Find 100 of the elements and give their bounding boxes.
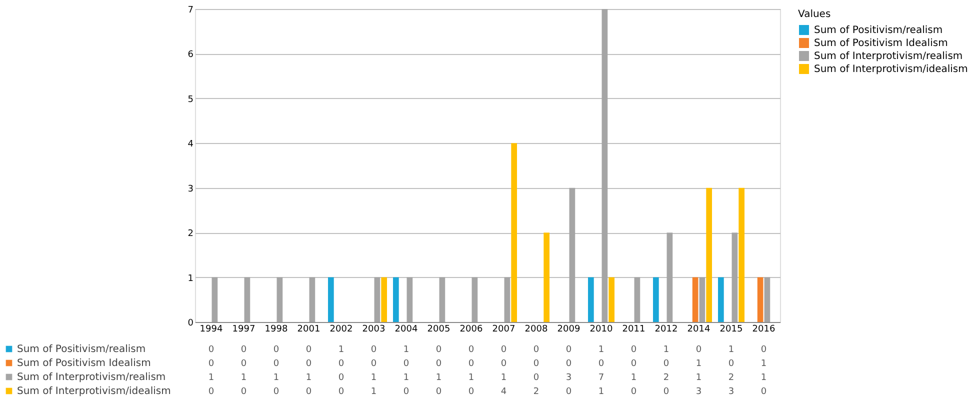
data-label: 0 [240, 387, 247, 397]
x-tick-label: 2004 [394, 324, 418, 334]
data-label: 1 [663, 345, 670, 355]
data-label: 1 [598, 345, 604, 355]
bar [569, 188, 576, 322]
data-label: 1 [696, 359, 702, 369]
data-label: 1 [306, 373, 312, 383]
x-tick-label: 1998 [264, 324, 288, 334]
bar [608, 277, 614, 322]
data-label: 0 [630, 359, 637, 369]
y-tick-label: 6 [188, 50, 194, 60]
data-label: 7 [598, 373, 604, 383]
y-tick-label: 4 [188, 140, 194, 150]
data-label: 0 [436, 387, 442, 397]
bar [738, 188, 744, 322]
data-label: 1 [403, 345, 410, 355]
x-tick-label: 2002 [330, 324, 353, 334]
bar [328, 277, 334, 322]
data-label: 0 [468, 387, 474, 397]
data-label: 3 [728, 387, 734, 397]
x-tick-label: 2012 [654, 324, 678, 334]
data-label: 1 [760, 359, 767, 369]
bar [504, 277, 510, 322]
bar [309, 277, 316, 322]
bar [588, 277, 594, 322]
data-label: 0 [566, 359, 572, 369]
data-label: 0 [598, 359, 604, 369]
bar [544, 232, 550, 322]
x-tick-label: 2007 [492, 324, 516, 334]
text: Sum of Interprotivism/idealism [17, 386, 171, 397]
data-label: 0 [696, 345, 702, 355]
bar [666, 232, 673, 322]
legend-title: Values [798, 9, 831, 20]
data-label: 1 [760, 373, 767, 383]
data-label: 2 [663, 373, 670, 383]
data-label: 1 [500, 373, 507, 383]
data-label: 0 [306, 345, 312, 355]
data-label: 3 [696, 387, 702, 397]
legend-label: Sum of Interprotivism/idealism [814, 64, 968, 75]
bar [653, 277, 659, 322]
bar [381, 277, 387, 322]
data-label: 1 [370, 387, 377, 397]
bar [764, 277, 770, 322]
data-label: 1 [338, 345, 344, 355]
bar [212, 277, 218, 322]
data-label: 0 [760, 387, 767, 397]
x-tick-label: 1994 [200, 324, 223, 334]
data-label: 0 [273, 387, 280, 397]
bar [511, 143, 517, 322]
data-label: 0 [338, 373, 344, 383]
data-label: 1 [403, 373, 410, 383]
x-tick-label: 2010 [590, 324, 613, 334]
data-label: 0 [338, 387, 344, 397]
data-label: 0 [663, 359, 670, 369]
bar [406, 277, 413, 322]
text: Sum of Interprotivism/realism [17, 372, 166, 383]
data-label: 0 [306, 359, 312, 369]
x-tick-label: 2011 [622, 324, 646, 334]
data-label: 1 [468, 373, 474, 383]
data-label: 1 [696, 373, 702, 383]
bar [602, 9, 608, 322]
x-tick-label: 2008 [524, 324, 548, 334]
data-label: 0 [566, 345, 572, 355]
x-tick-label: 2003 [362, 324, 386, 334]
y-tick-label: 2 [188, 229, 194, 240]
data-label: 0 [630, 387, 637, 397]
x-tick-label: 2001 [297, 324, 320, 334]
data-label: 0 [370, 359, 377, 369]
data-label: 0 [663, 387, 670, 397]
data-label: 1 [370, 373, 377, 383]
data-label: 0 [533, 345, 540, 355]
x-tick-label: 2014 [687, 324, 710, 334]
data-label: 0 [566, 387, 572, 397]
data-label: 0 [273, 345, 280, 355]
legend-label: Sum of Interprotivism/realism [814, 51, 963, 62]
data-label: 2 [728, 373, 734, 383]
legend-label: Sum of Positivism/realism [17, 344, 146, 355]
bar [732, 232, 738, 322]
bar [718, 277, 724, 322]
data-label: 1 [273, 373, 280, 383]
data-label: 0 [208, 345, 214, 355]
bar [374, 277, 380, 322]
bar [439, 277, 446, 322]
bar [634, 277, 640, 322]
data-label: 1 [728, 345, 734, 355]
data-label: 0 [370, 345, 377, 355]
data-label: 0 [500, 345, 507, 355]
y-tick-label: 3 [188, 184, 194, 194]
data-label: 1 [208, 373, 214, 383]
x-tick-label: 2009 [557, 324, 580, 334]
bar [244, 277, 250, 322]
bar [393, 277, 399, 322]
bar [692, 277, 698, 322]
data-label: 4 [500, 387, 507, 397]
data-label: 1 [630, 373, 637, 383]
bar [276, 277, 283, 322]
x-tick-label: 2006 [460, 324, 483, 334]
y-tick-label: 1 [188, 274, 194, 284]
x-tick-label: 1997 [232, 324, 256, 334]
data-label: 0 [403, 387, 410, 397]
